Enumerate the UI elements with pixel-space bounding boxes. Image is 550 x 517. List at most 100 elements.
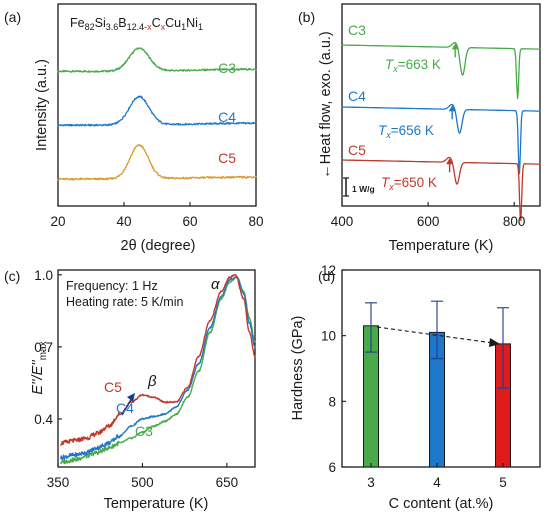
panel-a-ylabel: Intensity (a.u.) (34, 59, 50, 151)
comp-b-sub-x: x (147, 22, 152, 32)
panel-b-xtick-label-600: 600 (417, 214, 440, 229)
panel-c-xticks: 350 500 650 (47, 463, 238, 490)
panel-b-curves (341, 41, 541, 222)
panel-c-xtick-label-350: 350 (47, 475, 70, 490)
panel-a-xtick-label-60: 60 (182, 214, 197, 229)
tx-c3-value: =663 K (398, 57, 441, 72)
panel-b-tx-c4: Tx=656 K (378, 123, 434, 140)
panel-d-ylabel: Hardness (GPa) (290, 316, 306, 421)
panel-d-trend-arrowhead (489, 338, 500, 347)
panel-b-xtick-label-400: 400 (331, 214, 354, 229)
comp-ni: Ni (186, 16, 198, 30)
panel-a-curve-c4 (57, 95, 257, 127)
panel-b-tx-c3: Tx=663 K (385, 57, 441, 74)
panel-a-xlabel: 2θ (degree) (121, 238, 196, 254)
panel-a-frame (57, 3, 257, 207)
panel-d: (d) 3 4 5 6 8 10 12 C content (at.%) Hardness… (290, 263, 541, 512)
panel-d-ytick-label-12: 12 (321, 263, 336, 278)
panel-b-ylabel: ←Heat flow, exo. (a.u.) (318, 31, 334, 178)
panel-d-bars: 3 4 5 (363, 300, 511, 490)
panel-a-xtick-label-20: 20 (50, 214, 65, 229)
comp-si: Si (95, 16, 106, 30)
comp-si-sub: 3.6 (106, 22, 119, 32)
panel-b-curve-c3 (341, 41, 541, 100)
panel-c-heating-rate: Heating rate: 5 K/min (66, 295, 183, 309)
panel-d-ytick-label-10: 10 (321, 329, 336, 344)
panel-a-xtick-label-40: 40 (116, 214, 131, 229)
comp-fe-sub: 82 (85, 22, 95, 32)
tx-c4-symbol: T (378, 123, 388, 138)
panel-b-xticks: 400 600 800 (331, 202, 526, 229)
panel-c-arrow-head (127, 393, 135, 402)
panel-c-label-c3: C3 (135, 423, 153, 439)
panel-d-xtick-label-4: 4 (433, 475, 441, 490)
panel-d-xtick-label-3: 3 (367, 475, 375, 490)
panel-c-arrow-shaft (121, 397, 133, 416)
panel-b-tx-c5: Tx=650 K (381, 175, 437, 192)
panel-a-label-c5: C5 (218, 150, 236, 166)
panel-c-xtick-label-500: 500 (131, 475, 154, 490)
panel-a-xtick-label-80: 80 (248, 214, 263, 229)
panel-b-label: (b) (298, 9, 315, 25)
panel-c-ytick-label-1.0: 1.0 (34, 268, 53, 283)
panel-b-tx-arrowhead-c3 (451, 43, 459, 50)
panel-b-tx-arrowhead-c4 (448, 105, 456, 112)
panel-b-tx-arrowhead-c5 (446, 158, 454, 165)
comp-b-sub: 12.4- (127, 22, 148, 32)
panel-c-curves (60, 274, 256, 465)
panel-d-xlabel: C content (at.%) (389, 496, 494, 512)
panel-c-ytick-label-0.7: 0.7 (34, 340, 53, 355)
panel-c-ytick-label-0.4: 0.4 (34, 412, 53, 427)
panel-b: (b) 400 600 800 Temperature (K) ←Heat flow… (298, 3, 541, 254)
panel-c: (c) 350 500 650 0.40.71.0 Frequency: 1 Hz … (4, 268, 256, 512)
panel-d-yticks: 6 8 10 12 (321, 263, 346, 475)
comp-c: C (152, 16, 161, 30)
panel-c-label-c4: C4 (116, 400, 134, 416)
panel-d-xtick-label-5: 5 (499, 475, 507, 490)
panel-b-label-c3: C3 (348, 22, 366, 38)
panel-c-label-c5: C5 (104, 379, 122, 395)
panel-a-composition: Fe82Si3.6B12.4-xCxCu1Ni1 (70, 16, 203, 32)
panel-a-xticks: 20 40 60 80 (50, 202, 264, 229)
panel-c-label: (c) (4, 268, 20, 284)
panel-a-label: (a) (4, 9, 21, 25)
comp-c-sub: x (161, 22, 166, 32)
panel-c-frequency: Frequency: 1 Hz (66, 279, 158, 293)
comp-cu: Cu (165, 16, 181, 30)
panel-c-xlabel: Temperature (K) (104, 496, 209, 512)
tx-c5-sub: x (388, 182, 394, 192)
panel-a-label-c4: C4 (218, 109, 236, 125)
panel-c-curve-c4 (60, 276, 256, 460)
panel-b-xlabel: Temperature (K) (389, 238, 494, 254)
panel-a-curve-c5 (57, 143, 257, 181)
panel-c-frame (57, 269, 256, 468)
panel-d-ytick-label-8: 8 (328, 394, 336, 409)
panel-b-label-c4: C4 (348, 88, 366, 104)
tx-c4-sub: x (385, 130, 391, 140)
panel-d-label: (d) (318, 268, 335, 284)
panel-c-curve-c5 (60, 274, 256, 446)
panel-a-label-c3: C3 (218, 60, 236, 76)
comp-fe: Fe (70, 16, 85, 30)
panel-d-ytick-label-6: 6 (328, 460, 336, 475)
panel-c-yticks: 0.4 0.7 1.0 (34, 268, 62, 427)
tx-c3-sub: x (392, 64, 398, 74)
panel-a-curves (57, 47, 257, 181)
comp-ni-sub: 1 (198, 22, 203, 32)
panel-b-xtick-label-800: 800 (503, 214, 526, 229)
panel-b-curve-c5 (341, 156, 541, 222)
comp-b: B (118, 16, 126, 30)
panel-b-scalebar-label: 1 W/g (352, 184, 375, 194)
panel-a: (a) Fe82Si3.6B12.4-xCxCu1Ni1 20 40 60 80 2θ… (4, 3, 264, 254)
comp-cu-sub: 1 (181, 22, 186, 32)
panel-d-trend-line (376, 326, 494, 344)
panel-c-xtick-label-650: 650 (216, 475, 239, 490)
panel-c-ylabel: E''/E''max (30, 341, 49, 394)
panel-c-curve-c3 (60, 276, 256, 465)
panel-b-curve-c4 (341, 103, 541, 175)
tx-c5-symbol: T (381, 175, 391, 190)
panel-c-ylabel-sub: max (38, 341, 49, 360)
panel-c-beta: β (147, 373, 157, 390)
panel-b-label-c5: C5 (348, 142, 366, 158)
